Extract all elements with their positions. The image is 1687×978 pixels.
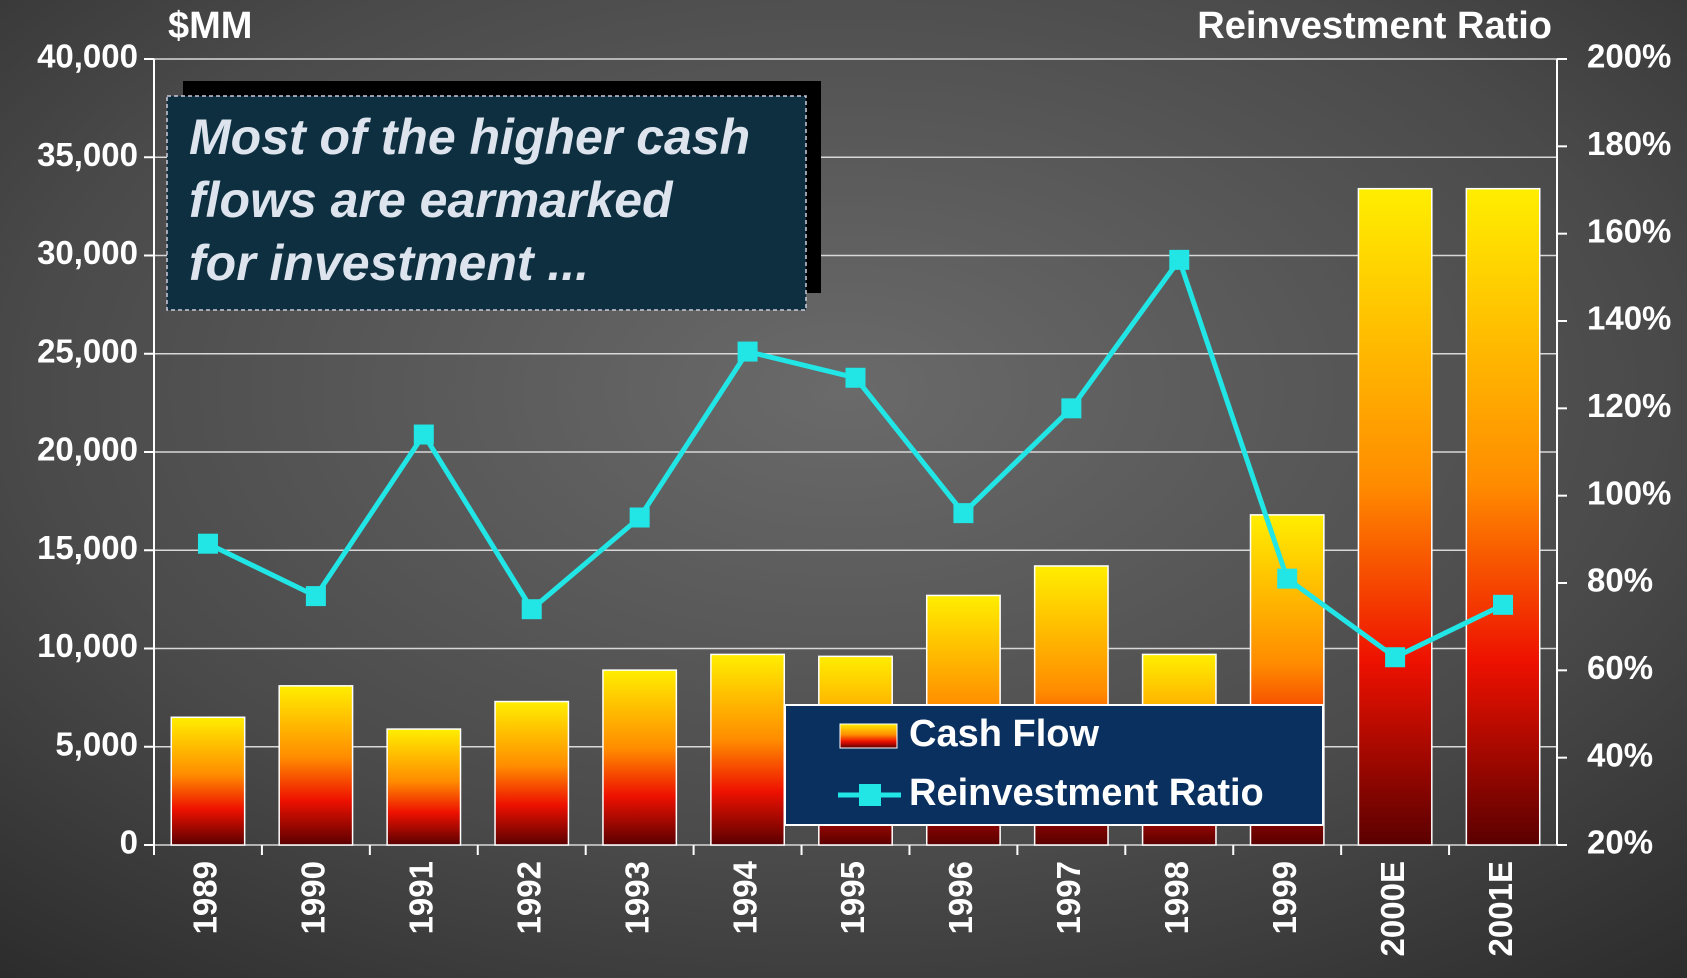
y-tick-label: 0: [120, 824, 138, 861]
y2-tick-label: 20%: [1587, 824, 1653, 861]
y-tick-label: 25,000: [37, 332, 138, 369]
y-tick-label: 20,000: [37, 431, 138, 468]
line-marker: [197, 533, 218, 554]
line-marker: [1277, 568, 1298, 589]
y-axis-label: $MM: [168, 5, 252, 47]
y2-tick-label: 120%: [1587, 387, 1671, 424]
x-tick-label: 1990: [295, 861, 332, 934]
x-tick-label: 1997: [1050, 861, 1087, 934]
x-tick-label: 1992: [510, 861, 547, 934]
bar: [494, 700, 570, 846]
line-marker: [1493, 594, 1514, 615]
legend-label: Cash Flow: [909, 713, 1099, 755]
line-marker: [629, 507, 650, 528]
y2-tick-label: 100%: [1587, 474, 1671, 511]
legend: Cash Flow Reinvestment Ratio: [784, 704, 1324, 826]
x-tick-label: 1996: [942, 861, 979, 934]
bar: [170, 716, 246, 846]
bar: [278, 685, 354, 846]
y2-tick-label: 180%: [1587, 125, 1671, 162]
y2-tick-label: 60%: [1587, 649, 1653, 686]
y2-tick-label: 200%: [1587, 38, 1671, 75]
line-marker: [521, 599, 542, 620]
bar: [386, 728, 462, 846]
legend-swatch: [859, 784, 881, 806]
legend-label: Reinvestment Ratio: [909, 772, 1264, 814]
line-marker: [305, 586, 326, 607]
line-marker: [413, 424, 434, 445]
line-marker: [953, 503, 974, 524]
x-tick-label: 2001E: [1482, 861, 1519, 956]
bar: [1357, 187, 1433, 846]
bar: [1465, 187, 1541, 846]
y2-tick-label: 40%: [1587, 736, 1653, 773]
x-tick-label: 1994: [726, 860, 763, 934]
line-marker: [1169, 249, 1190, 270]
y-tick-label: 10,000: [37, 627, 138, 664]
y2-tick-label: 160%: [1587, 212, 1671, 249]
x-tick-label: 1995: [834, 861, 871, 934]
line-marker: [845, 367, 866, 388]
bar: [602, 669, 678, 846]
annotation-line: for investment ...: [189, 235, 589, 291]
y2-axis-label: Reinvestment Ratio: [1197, 5, 1552, 47]
legend-swatch: [839, 723, 898, 749]
annotation: Most of the higher cash flows are earmar…: [166, 81, 821, 311]
x-tick-label: 2000E: [1374, 861, 1411, 956]
x-tick-label: 1998: [1158, 861, 1195, 934]
line-marker: [737, 341, 758, 362]
y2-tick-label: 80%: [1587, 562, 1653, 599]
annotation-box: [166, 95, 807, 311]
y-tick-label: 40,000: [37, 38, 138, 75]
y-tick-label: 15,000: [37, 529, 138, 566]
y2-tick-label: 140%: [1587, 300, 1671, 337]
annotation-line: flows are earmarked: [189, 172, 674, 228]
y-tick-label: 35,000: [37, 136, 138, 173]
y-tick-label: 5,000: [55, 725, 138, 762]
bar: [710, 653, 786, 846]
line-marker: [1061, 398, 1082, 419]
x-tick-label: 1993: [618, 861, 655, 934]
annotation-line: Most of the higher cash: [189, 109, 750, 165]
x-tick-label: 1991: [403, 861, 440, 934]
y-tick-label: 30,000: [37, 234, 138, 271]
x-tick-label: 1989: [187, 861, 224, 934]
line-marker: [1385, 647, 1406, 668]
x-tick-label: 1999: [1266, 861, 1303, 934]
